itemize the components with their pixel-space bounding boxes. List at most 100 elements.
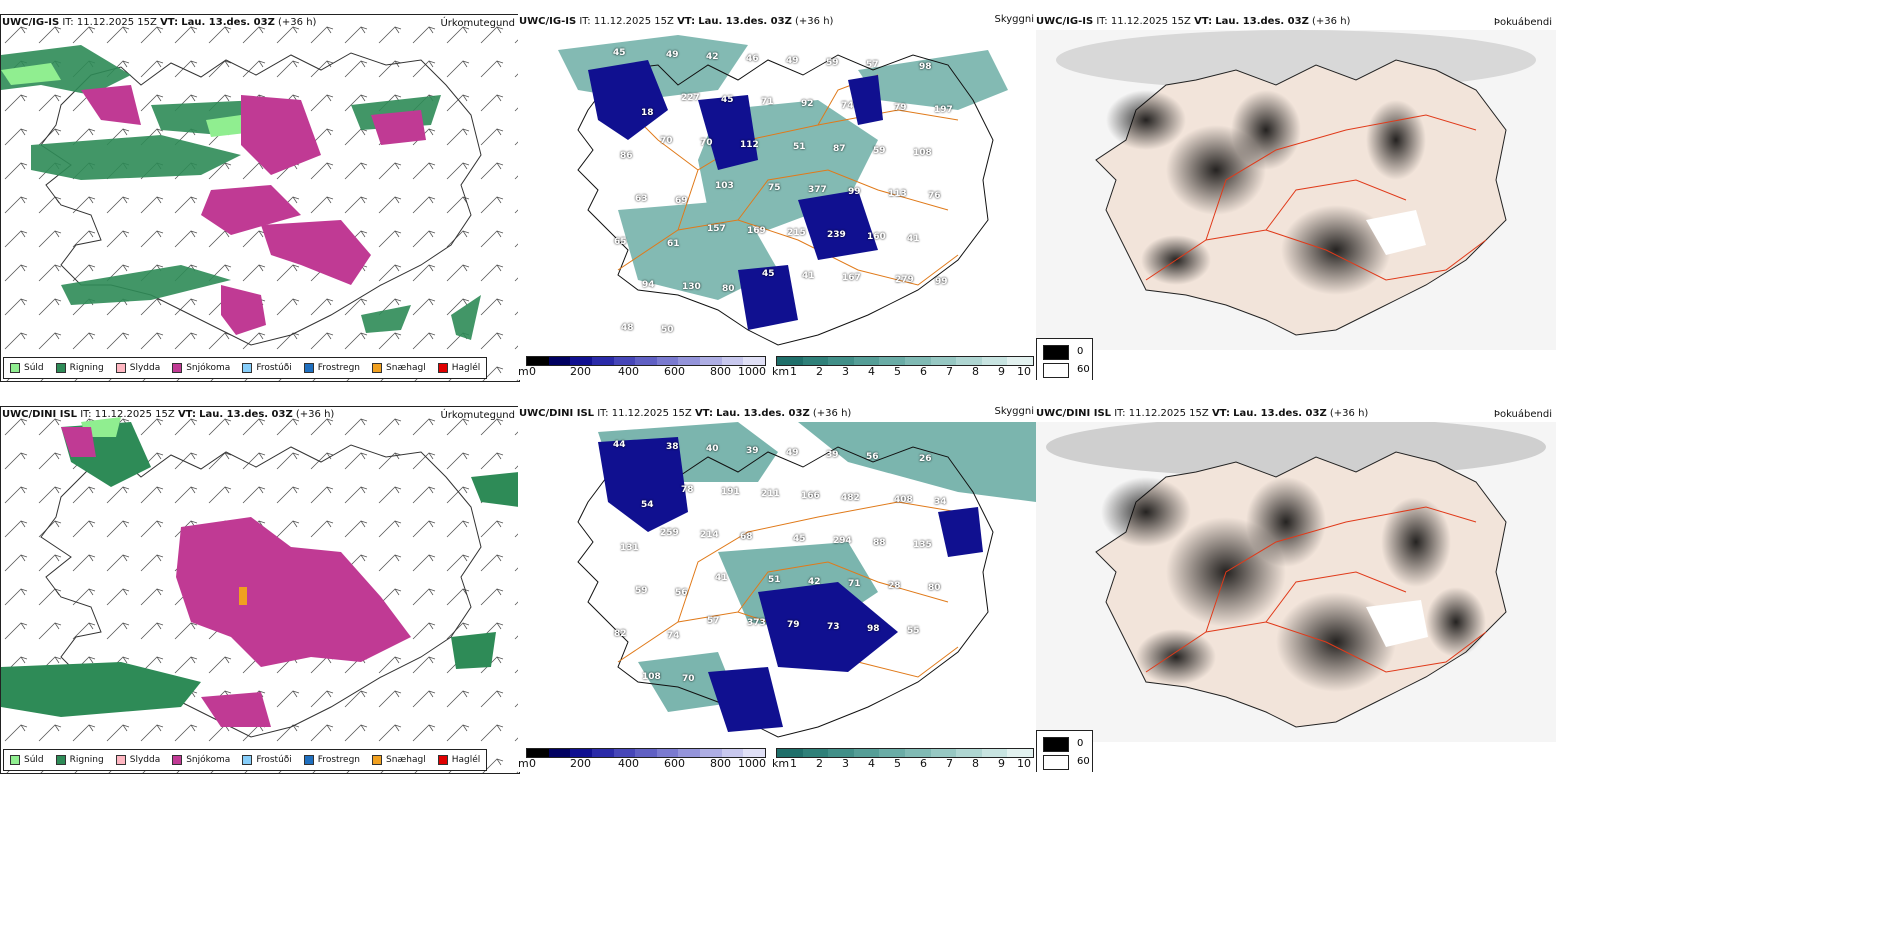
visibility-title: Skyggni (994, 14, 1034, 25)
glacier-white (1366, 600, 1428, 647)
fog-panel-row1: UWC/IG-IS IT: 11.12.2025 15Z VT: Lau. 13… (1036, 14, 1556, 380)
visibility-tick: 8 (972, 365, 979, 378)
visibility-tick: 1 (790, 757, 797, 770)
visibility-title: Skyggni (994, 406, 1034, 417)
ceiling-cells (598, 437, 983, 732)
ceiling-label: 59 (873, 146, 886, 156)
height-tick: 400 (618, 365, 639, 378)
drizzle-areas (1, 63, 246, 137)
it-label: IT: (579, 16, 591, 27)
ceiling-label: 49 (666, 50, 679, 60)
visibility-tick: 3 (842, 757, 849, 770)
precip-panel-row2: UWC/DINI ISL IT: 11.12.2025 15Z VT: Lau.… (0, 406, 520, 774)
ceiling-label: 239 (827, 230, 846, 240)
ceiling-label: 65 (614, 237, 627, 247)
ceiling-label: 79 (894, 103, 907, 113)
fog-title: Þokuábendi (1493, 409, 1552, 420)
visibility-colorbar: km 1 2 3 4 5 6 7 8 9 10 (772, 748, 1036, 770)
ceiling-label: 45 (613, 48, 626, 58)
ceiling-label: 57 (707, 616, 720, 626)
iceland-outline (577, 446, 994, 738)
ceiling-label: 166 (801, 491, 820, 501)
ceiling-labels-row2: 44 38 40 39 49 39 56 26 54 78 191 211 166 482 408 34 131… (518, 422, 1036, 742)
legend-item: Haglél (437, 755, 480, 765)
precip-map (1, 407, 519, 773)
ceiling-label: 160 (867, 232, 886, 242)
precip-title: Úrkomutegund (440, 18, 515, 29)
height-unit: m (518, 757, 529, 770)
precip-panel-row1: UWC/IG-IS IT: 11.12.2025 15Z VT: Lau. 13… (0, 14, 520, 382)
lead-time: (+36 h) (1329, 408, 1369, 419)
ceiling-label: 34 (934, 497, 947, 507)
ceiling-label: 108 (913, 148, 932, 158)
ceiling-label: 48 (621, 323, 634, 333)
ceiling-label: 46 (746, 54, 759, 64)
ceiling-label: 99 (935, 277, 948, 287)
ceiling-label: 79 (787, 620, 800, 630)
iceland-outline (577, 54, 994, 346)
ceiling-label: 59 (826, 58, 839, 68)
road-network (1145, 114, 1487, 281)
ceiling-label: 80 (722, 284, 735, 294)
ceiling-labels-row1: 45 49 42 46 49 59 57 98 18 227 45 71 92 74 79 197 86 70 70… (518, 30, 1036, 350)
it-value: 11.12.2025 15Z (1110, 16, 1191, 27)
height-colorbar: m 0 200 400 600 800 1000 (518, 356, 768, 378)
ceiling-panel-row1: UWC/IG-IS IT: 11.12.2025 15Z VT: Lau. 13… (518, 14, 1036, 380)
ceiling-label: 87 (833, 144, 846, 154)
ceiling-label: 214 (700, 530, 719, 540)
lead-time: (+36 h) (795, 16, 834, 27)
fog-map (1036, 422, 1556, 742)
fog-title: Þokuábendi (1493, 17, 1552, 28)
vt-value: Lau. 13.des. 03Z (716, 408, 810, 419)
precip-legend: Súld Rigning Slydda Snjókoma Frostúði Fr… (3, 749, 488, 771)
it-label: IT: (1114, 408, 1126, 419)
ceiling-label: 63 (635, 194, 648, 204)
ceiling-label: 71 (848, 579, 861, 589)
height-tick: 200 (570, 365, 591, 378)
ceiling-label: 41 (907, 234, 920, 244)
fog-legend-high: 60 (1077, 756, 1090, 767)
ceiling-label: 227 (681, 93, 700, 103)
legend-item: Rigning (55, 363, 104, 373)
ceiling-map (558, 35, 1008, 346)
fog-shading (1106, 90, 1426, 295)
ceiling-label: 112 (740, 140, 759, 150)
ceiling-label: 169 (747, 226, 766, 236)
visibility-tick: 1 (790, 365, 797, 378)
fog-map (1036, 30, 1556, 350)
ceiling-label: 279 (895, 275, 914, 285)
ceiling-label: 135 (913, 540, 932, 550)
visibility-unit: km (772, 365, 790, 378)
ceiling-label: 131 (620, 543, 639, 553)
ceiling-map (577, 422, 1036, 738)
visibility-tick: 9 (998, 365, 1005, 378)
vt-label: VT: (177, 409, 196, 420)
iceland-outline (40, 444, 482, 738)
vt-label: VT: (694, 408, 713, 419)
visibility-tick: 10 (1017, 365, 1031, 378)
ceiling-label: 197 (934, 105, 953, 115)
ceiling-label: 98 (867, 624, 880, 634)
visibility-field (558, 35, 1008, 300)
height-unit: m (518, 365, 529, 378)
it-label: IT: (62, 17, 74, 28)
vt-value: Lau. 13.des. 03Z (698, 16, 792, 27)
lead-time: (+36 h) (1312, 16, 1351, 27)
ceiling-label: 51 (768, 575, 781, 585)
legend-item: Slydda (115, 755, 160, 765)
ceiling-label: 44 (613, 440, 626, 450)
precip-map (1, 15, 519, 381)
ceiling-label: 80 (928, 583, 941, 593)
legend-item: Frostregn (303, 363, 360, 373)
model-label: UWC/DINI ISL (1036, 408, 1112, 419)
fog-legend-low: 0 (1077, 346, 1084, 357)
ceiling-label: 70 (700, 138, 713, 148)
legend-item: Snæhagl (372, 363, 426, 373)
road-network (1145, 506, 1487, 673)
ceiling-label: 94 (642, 280, 655, 290)
ceiling-label: 130 (682, 282, 701, 292)
ceiling-label: 26 (919, 454, 932, 464)
ceiling-label: 39 (746, 446, 759, 456)
visibility-tick: 5 (894, 365, 901, 378)
legend-item: Frostúði (242, 363, 292, 373)
